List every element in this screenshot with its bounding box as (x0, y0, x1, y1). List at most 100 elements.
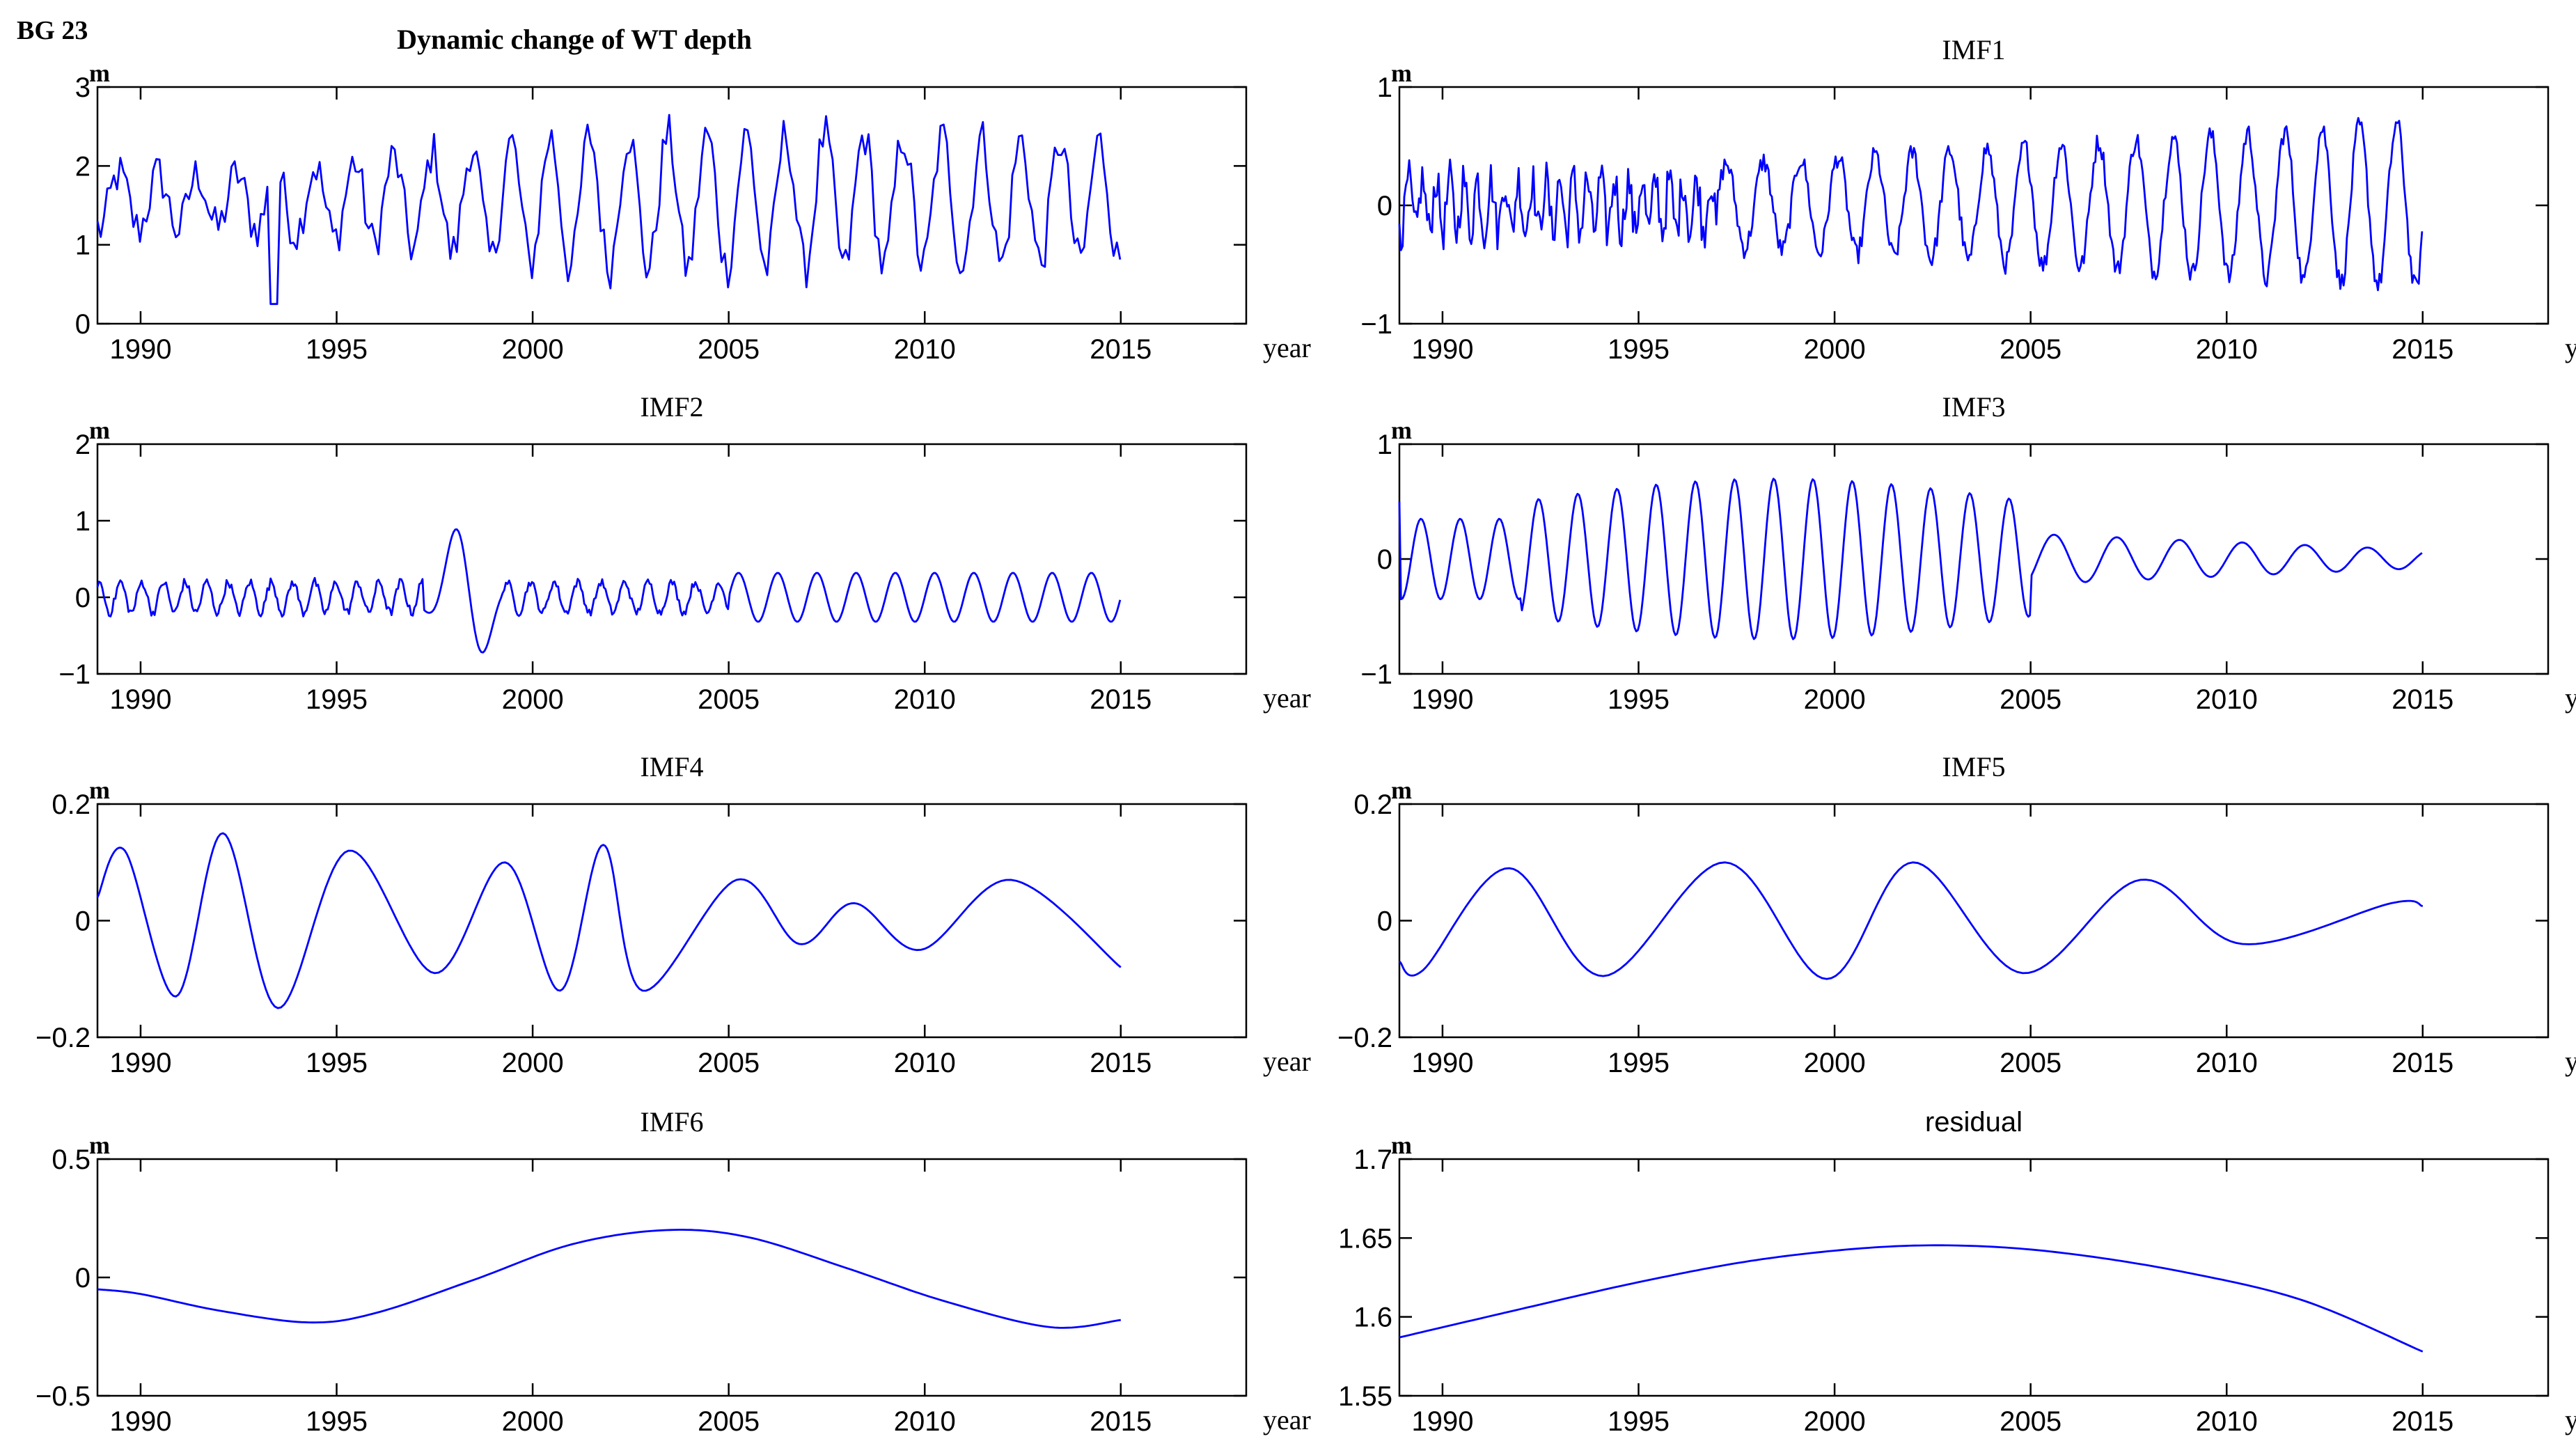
plot-frame (96, 86, 1248, 325)
x-axis-label: year (1263, 1046, 1311, 1077)
x-tick-label: 2005 (698, 684, 760, 715)
chart-title: Dynamic change of WT depth (397, 24, 752, 55)
y-tick-label: −0.2 (36, 1023, 91, 1053)
x-tick-label: 1995 (1608, 334, 1670, 365)
series-line-imf4 (96, 832, 1122, 1009)
x-tick-label: 1995 (1608, 1406, 1670, 1437)
x-tick-label: 2000 (502, 1406, 564, 1437)
x-tick-label: 2010 (2196, 1048, 2258, 1078)
x-tick-label: 1990 (1411, 684, 1473, 715)
x-tick-label: 1990 (109, 1406, 171, 1437)
y-tick-label: 2 (75, 430, 91, 460)
x-tick-label: 2000 (1804, 684, 1866, 715)
x-tick-label: 2005 (698, 1406, 760, 1437)
y-tick-label: 0.2 (1353, 789, 1392, 820)
panel-imf1: IMF1 m year −1 0 1 1990 1995 2000 2005 2010 2015 (1360, 34, 2576, 365)
x-tick-label: 1995 (306, 1048, 368, 1078)
y-axis-label: m (1391, 416, 1412, 444)
x-tick-label: 2015 (2392, 1406, 2453, 1437)
x-tick-label: 2010 (894, 334, 956, 365)
x-tick-label: 2015 (2392, 684, 2453, 715)
x-tick-label: 2010 (894, 1048, 956, 1078)
panel-imf2: IMF2 m year −1 0 1 2 1990 1995 2000 2005 2010 2015 (58, 391, 1310, 715)
x-tick-label: 2005 (2000, 1406, 2061, 1437)
x-tick-label: 2010 (894, 1406, 956, 1437)
plot-frame (96, 1158, 1248, 1397)
panel-residual: residual m year 1.55 1.6 1.65 1.7 1990 1995 2000 2… (1338, 1107, 2576, 1437)
y-axis-label: m (89, 776, 110, 804)
x-axis-label: year (1263, 1404, 1311, 1435)
x-tick-label: 1990 (109, 1048, 171, 1078)
y-tick-label: 0 (1377, 544, 1392, 575)
x-tick-label: 1990 (109, 334, 171, 365)
x-tick-label: 2005 (698, 1048, 760, 1078)
x-tick-label: 1990 (1411, 334, 1473, 365)
y-tick-label: 0 (75, 906, 91, 937)
x-axis-label: year (2565, 682, 2576, 714)
y-tick-label: −0.5 (36, 1381, 91, 1412)
panel-imf3: IMF3 m year −1 0 1 1990 1995 2000 2005 2010 2015 (1360, 391, 2576, 715)
station-label: BG 23 (17, 16, 88, 45)
y-tick-label: −1 (1360, 659, 1392, 690)
x-tick-label: 1995 (306, 1406, 368, 1437)
x-tick-label: 2005 (2000, 334, 2061, 365)
x-axis-label: year (1263, 682, 1311, 714)
chart-title: IMF6 (640, 1106, 703, 1138)
x-tick-label: 1990 (109, 684, 171, 715)
x-tick-label: 1995 (1608, 684, 1670, 715)
x-tick-label: 2000 (1804, 1406, 1866, 1437)
plot-frame (1398, 443, 2550, 675)
chart-title: IMF4 (640, 751, 703, 782)
y-tick-label: 1.7 (1353, 1144, 1392, 1175)
y-tick-label: −1 (58, 659, 91, 690)
x-tick-label: 2010 (2196, 334, 2258, 365)
y-tick-label: 2 (75, 151, 91, 182)
x-tick-label: 2015 (2392, 1048, 2453, 1078)
x-tick-label: 2015 (1090, 1048, 1152, 1078)
x-axis-label: year (2565, 1046, 2576, 1077)
chart-title: IMF2 (640, 391, 703, 423)
x-tick-label: 1990 (1411, 1048, 1473, 1078)
plot-frame (1398, 86, 2550, 325)
y-tick-label: 1.55 (1338, 1381, 1392, 1412)
x-tick-label: 2015 (1090, 684, 1152, 715)
x-tick-label: 2010 (2196, 684, 2258, 715)
y-axis-label: m (1391, 59, 1412, 87)
y-axis-label: m (89, 1131, 110, 1159)
x-tick-label: 2000 (1804, 334, 1866, 365)
chart-title: residual (1925, 1107, 2023, 1138)
y-tick-label: 1 (75, 230, 91, 261)
x-tick-label: 1995 (1608, 1048, 1670, 1078)
x-tick-label: 2000 (502, 334, 564, 365)
y-tick-label: 1.65 (1338, 1223, 1392, 1254)
series-line-imf2 (96, 528, 1122, 654)
x-tick-label: 2015 (1090, 334, 1152, 365)
x-tick-label: 1995 (306, 334, 368, 365)
chart-title: IMF5 (1942, 751, 2005, 782)
x-tick-label: 2015 (1090, 1406, 1152, 1437)
plot-frame (1398, 1158, 2550, 1397)
x-axis-label: year (1263, 332, 1311, 363)
y-tick-label: 0.2 (52, 789, 91, 820)
x-tick-label: 2010 (894, 684, 956, 715)
y-tick-label: 1 (1377, 72, 1392, 103)
series-line-imf6 (97, 1229, 1121, 1329)
y-tick-label: 0 (75, 1263, 91, 1293)
y-tick-label: 0 (1377, 906, 1392, 937)
y-axis-label: m (1391, 776, 1412, 804)
panel-imf5: IMF5 m year −0.2 0 0.2 1990 1995 2000 2005 2010 201… (1337, 751, 2576, 1078)
panel-imf6: IMF6 m year −0.5 0 0.5 1990 1995 2000 2005 2010 201… (36, 1106, 1311, 1437)
y-axis-label: m (89, 59, 110, 87)
y-tick-label: −1 (1360, 309, 1392, 340)
x-tick-label: 2000 (502, 1048, 564, 1078)
x-tick-label: 2010 (2196, 1406, 2258, 1437)
series-line-residual (1399, 1244, 2424, 1353)
y-axis-label: m (89, 416, 110, 444)
panel-wt: Dynamic change of WT depth m year 0 1 2 3 1990 1… (75, 24, 1311, 365)
x-tick-label: 2005 (2000, 1048, 2061, 1078)
x-tick-label: 2015 (2392, 334, 2453, 365)
x-tick-label: 2005 (698, 334, 760, 365)
y-tick-label: 3 (75, 72, 91, 103)
y-tick-label: 0 (1377, 191, 1392, 221)
